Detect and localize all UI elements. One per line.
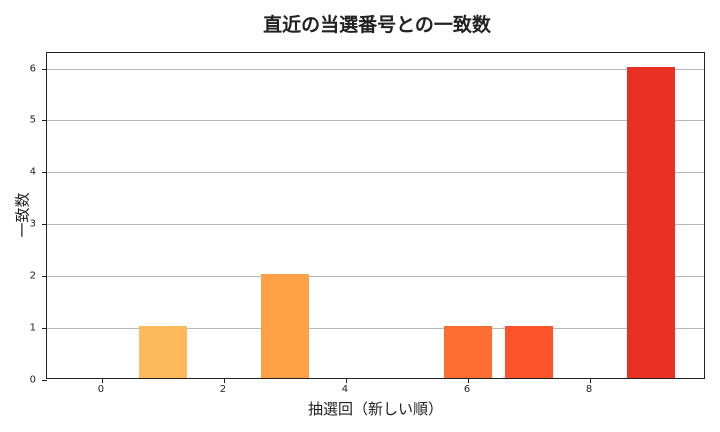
plot-area: 0 1 2 3 4 5 6: [30, 52, 705, 386]
x-tick: [468, 378, 470, 383]
x-tick: [223, 378, 225, 383]
x-tick-label: 2: [219, 384, 227, 395]
gridline: [47, 172, 704, 174]
y-tick-label: 2: [29, 270, 36, 282]
x-tick-label: 8: [585, 384, 593, 395]
x-tick: [345, 378, 347, 383]
y-tick: [42, 224, 47, 226]
y-tick: [42, 120, 47, 122]
bar-9: [626, 66, 676, 378]
y-tick-label: 0: [29, 374, 36, 386]
y-tick-label: 3: [29, 218, 36, 230]
bar-3: [260, 274, 310, 378]
gridline: [47, 276, 704, 278]
y-tick-label: 6: [29, 63, 36, 75]
y-tick: [42, 172, 47, 174]
x-tick-label: 6: [463, 384, 471, 395]
y-tick: [42, 68, 47, 70]
y-tick-label: 1: [29, 322, 36, 334]
gridline: [47, 328, 704, 330]
x-tick: [101, 378, 103, 383]
x-tick-label: 0: [97, 384, 105, 395]
gridline: [47, 224, 704, 226]
x-tick: [590, 378, 592, 383]
gridline: [47, 120, 704, 122]
y-tick: [42, 276, 47, 278]
y-tick: [42, 380, 47, 381]
bar-1: [138, 326, 188, 378]
x-axis-title: 抽選回（新しい順）: [307, 400, 443, 418]
y-tick-label: 5: [29, 114, 36, 126]
x-tick-label: 4: [341, 384, 349, 395]
gridline: [47, 68, 704, 70]
y-axis-title: 一致数: [13, 192, 32, 238]
bar-7: [504, 326, 554, 378]
y-tick: [42, 328, 47, 330]
y-tick-label: 4: [29, 166, 36, 178]
bar-6: [443, 326, 493, 378]
chart-title: 直近の当選番号との一致数: [263, 14, 491, 36]
